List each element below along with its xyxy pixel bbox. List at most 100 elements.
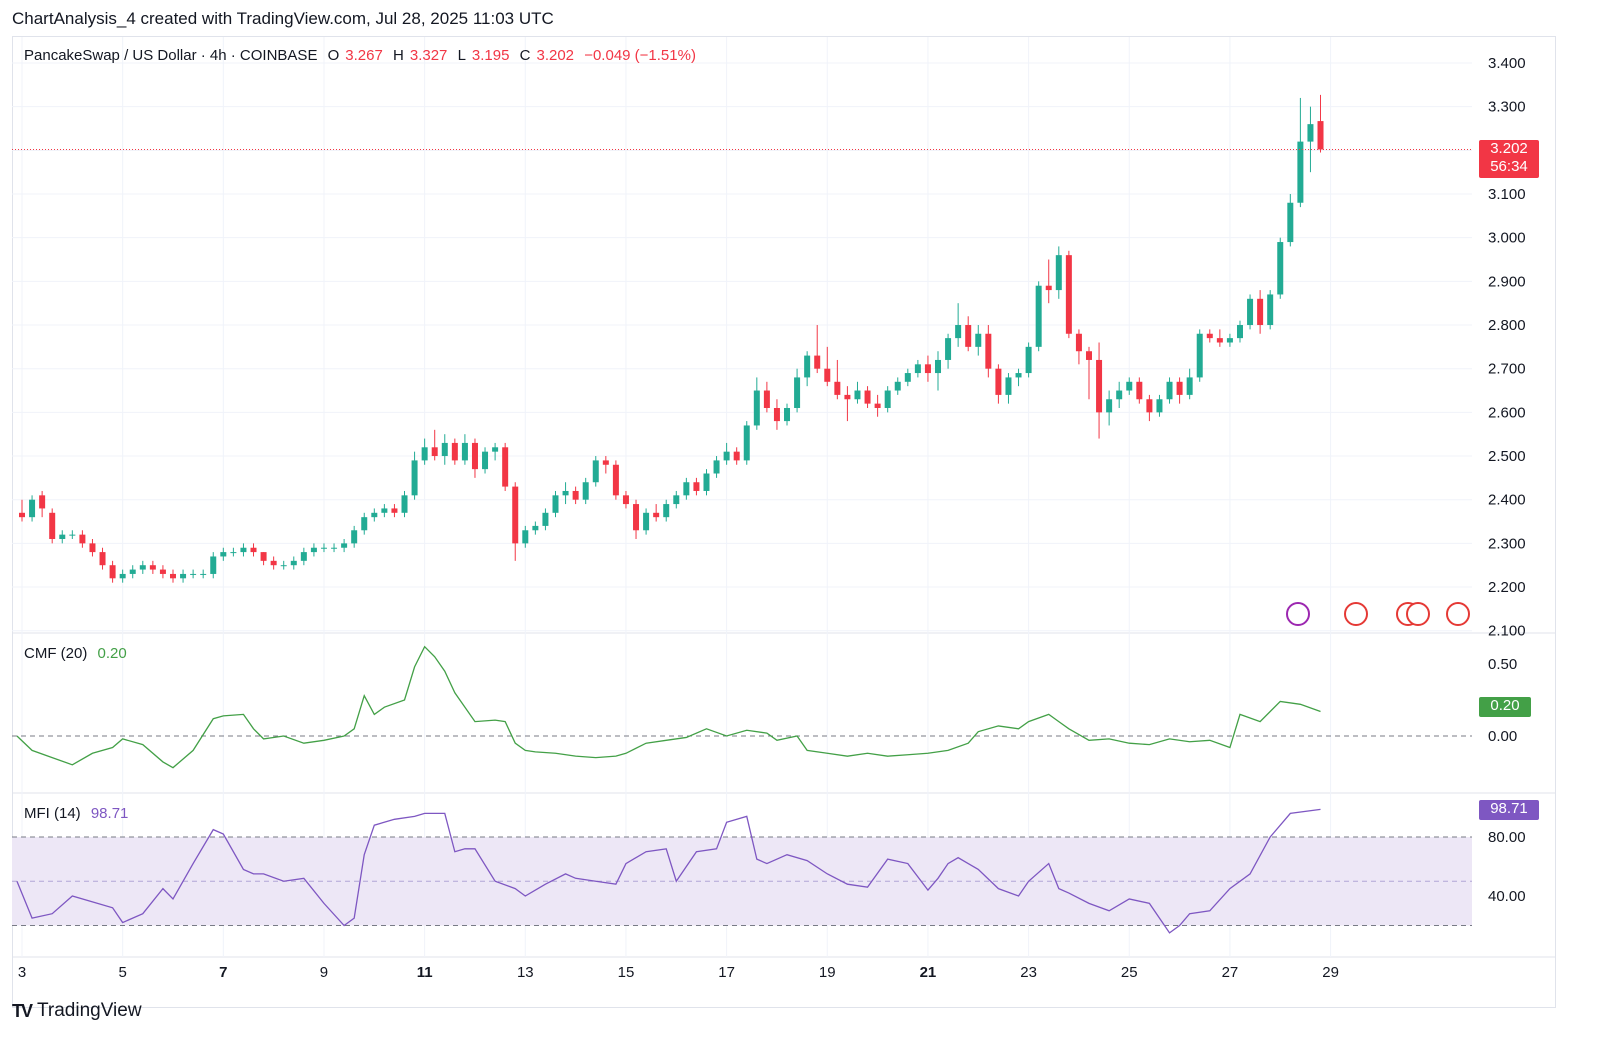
open-label: O (327, 47, 340, 64)
candle-body (572, 490, 579, 500)
candle-body (1055, 255, 1062, 291)
candle-body (1005, 377, 1012, 395)
candle-body (643, 512, 650, 531)
x-tick-label: 7 (219, 964, 227, 981)
candle-body (562, 490, 569, 496)
candle-body (1287, 202, 1294, 243)
candle-body (381, 508, 388, 513)
candle-body (230, 552, 237, 554)
candle-body (502, 447, 509, 487)
open-value: 3.267 (345, 47, 383, 64)
candle-body (29, 499, 36, 518)
candle-body (854, 390, 861, 400)
candle-body (693, 482, 700, 491)
candle-body (844, 394, 851, 400)
tradingview-footer[interactable]: TV TradingView (12, 1000, 142, 1022)
low-label: L (457, 47, 466, 64)
candle-body (804, 355, 811, 378)
candle-body (1156, 399, 1163, 413)
candle-body (492, 447, 499, 452)
x-tick-label: 9 (320, 964, 328, 981)
candle-body (159, 569, 166, 574)
candle-body (69, 534, 76, 536)
candle-body (673, 495, 680, 505)
candle-body (1075, 333, 1082, 352)
price-legend: PancakeSwap / US Dollar · 4h · COINBASE … (24, 47, 708, 64)
candle-body (784, 407, 791, 422)
candle-body (824, 368, 831, 382)
mfi-badge: 98.71 (1479, 800, 1539, 820)
candle-body (874, 403, 881, 408)
candle-body (552, 495, 559, 513)
candle-body (894, 381, 901, 391)
candle-body (109, 565, 116, 579)
candle-body (351, 530, 358, 544)
candle-body (1257, 298, 1264, 326)
candle-body (773, 407, 780, 422)
mfi-line (16, 808, 1321, 934)
candle-body (169, 573, 176, 579)
cmf-badge: 0.20 (1479, 697, 1531, 717)
candle-body (89, 543, 96, 553)
close-value: 3.202 (536, 47, 575, 64)
x-tick-label: 15 (618, 964, 635, 981)
tradingview-logo-icon: TV (12, 1000, 33, 1021)
candle-body (139, 565, 146, 570)
candle-body (1267, 294, 1274, 326)
symbol-label: PancakeSwap / US Dollar · 4h · COINBASE (24, 47, 318, 64)
candle-body (1136, 381, 1143, 400)
candle-body (955, 325, 962, 339)
x-tick-label: 27 (1222, 964, 1239, 981)
change-value: −0.049 (−1.51%) (584, 47, 696, 64)
candle-body (713, 460, 720, 474)
close-label: C (519, 47, 531, 64)
candle-body (1166, 381, 1173, 400)
candle-body (1116, 390, 1123, 400)
price-tick-label: 2.100 (1488, 623, 1526, 640)
price-tick-label: 3.100 (1488, 186, 1526, 203)
candle-body (1236, 325, 1243, 339)
candle-body (1226, 338, 1233, 343)
low-value: 3.195 (471, 47, 510, 64)
candle-body (1247, 298, 1254, 326)
candle-body (1216, 338, 1223, 343)
candle-body (1206, 333, 1213, 339)
candle-body (683, 482, 690, 496)
x-tick-label: 25 (1121, 964, 1138, 981)
candle-body (904, 373, 911, 382)
candle-body (1176, 381, 1183, 395)
candle-body (703, 473, 710, 491)
candle-body (1085, 351, 1092, 360)
high-label: H (393, 47, 404, 64)
candle-body (310, 547, 317, 553)
candle-body (1297, 141, 1304, 203)
candle-body (522, 530, 529, 544)
candle-body (200, 573, 207, 575)
candle-body (723, 451, 730, 461)
candle-body (542, 512, 549, 526)
candle-body (884, 390, 891, 408)
price-tick-label: 2.400 (1488, 492, 1526, 509)
candle-body (814, 355, 821, 369)
price-tick-label: 2.300 (1488, 535, 1526, 552)
candle-body (1035, 285, 1042, 347)
mfi-tick-label: 40.00 (1488, 888, 1526, 905)
candle-body (1015, 373, 1022, 378)
candle-body (582, 482, 589, 500)
cmf-value: 0.20 (97, 645, 127, 662)
candle-body (210, 556, 217, 574)
mfi-label: MFI (14) (24, 805, 81, 822)
us-flag-icon (1406, 602, 1430, 626)
candle-body (945, 338, 952, 360)
candle-body (451, 442, 458, 461)
candle-body (371, 512, 378, 518)
x-tick-label: 13 (517, 964, 534, 981)
candle-body (300, 552, 307, 561)
candle-body (794, 377, 801, 408)
candle-body (1065, 255, 1072, 334)
high-value: 3.327 (409, 47, 448, 64)
candle-body (663, 504, 670, 518)
candle-body (1025, 346, 1032, 374)
candle-body (834, 381, 841, 395)
